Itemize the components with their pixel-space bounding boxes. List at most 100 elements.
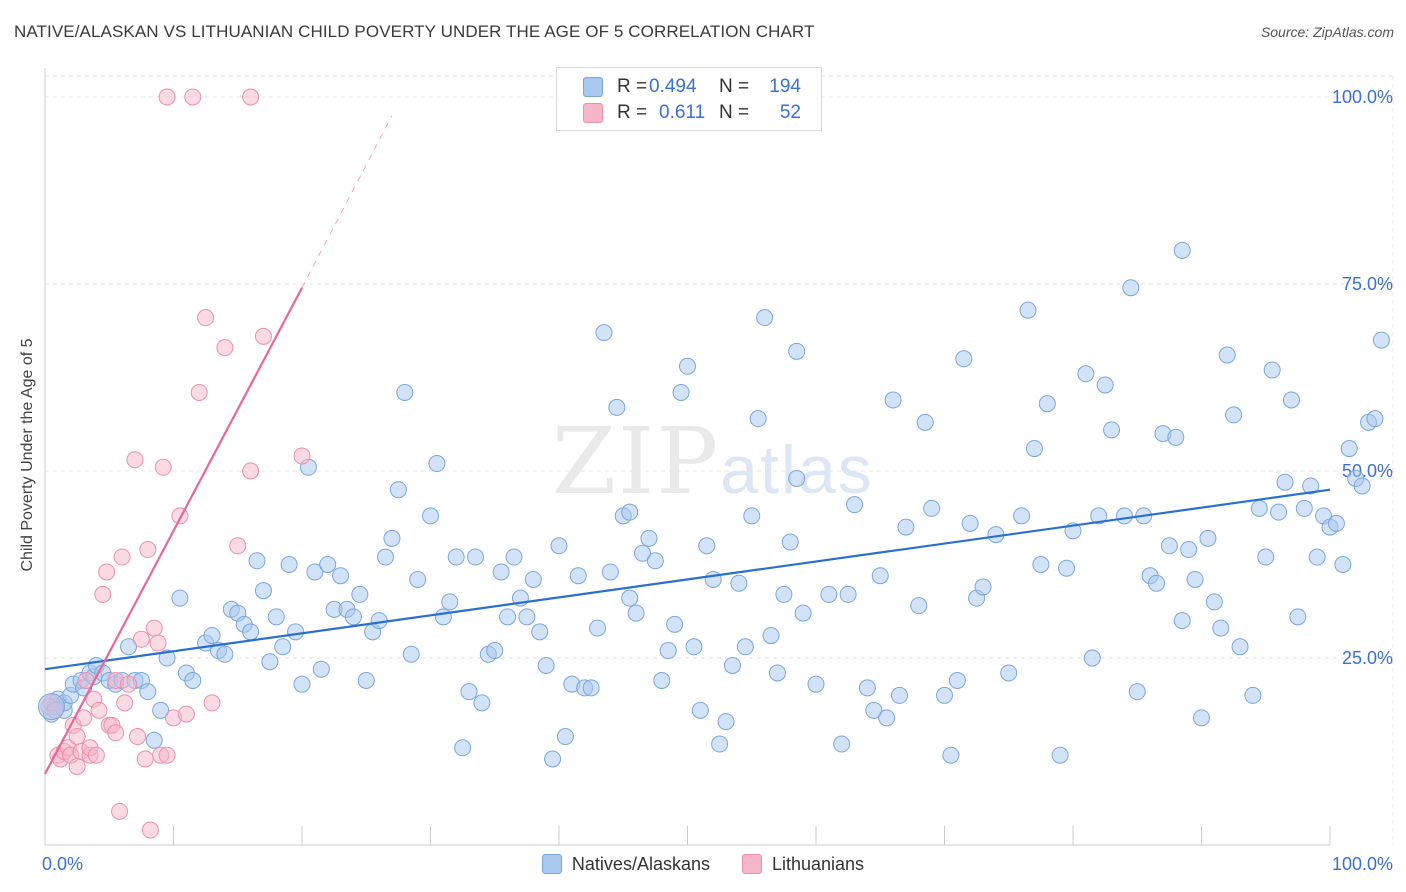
native-point [312, 660, 330, 678]
native-point [402, 645, 420, 663]
native-point [923, 499, 941, 517]
native-point [274, 638, 292, 656]
native-trend-line [44, 488, 1331, 671]
native-cluster-point [37, 693, 65, 721]
lithuanian-point [197, 309, 215, 327]
lithuanian-point [177, 705, 195, 723]
y-tick-label: 25.0% [1342, 648, 1393, 668]
native-point [1077, 365, 1095, 383]
native-point [1225, 406, 1243, 424]
lithuanian-point [136, 750, 154, 768]
native-point [120, 638, 138, 656]
native-point [711, 735, 729, 753]
native-point [357, 671, 375, 689]
n-label: N = [719, 102, 750, 123]
native-point [833, 735, 851, 753]
native-point [145, 731, 163, 749]
native-point [1193, 709, 1210, 727]
lithuanian-point [154, 458, 172, 476]
native-point [428, 455, 446, 473]
lithuanian-point [129, 728, 147, 746]
native-point [942, 746, 960, 764]
native-point [409, 570, 427, 588]
native-point [216, 645, 234, 663]
native-point [248, 552, 266, 570]
native-point [871, 567, 889, 585]
lithuanian-point [68, 757, 86, 775]
native-point [621, 503, 639, 521]
native-point [184, 671, 202, 689]
native-point [1058, 559, 1076, 577]
stats-row-lithuanians: R = 0.611 N = 52 [583, 102, 801, 124]
legend-item-natives[interactable]: Natives/Alaskans [541, 854, 710, 875]
native-point [691, 701, 709, 719]
native-point [1025, 440, 1043, 458]
native-point [768, 664, 786, 682]
lithuanian-point [107, 724, 125, 742]
lithuanian-point [132, 630, 150, 648]
native-point [370, 612, 388, 630]
native-point [666, 615, 684, 633]
lithuanian-point [149, 634, 167, 652]
lithuanian-point [190, 383, 208, 401]
lithuanian-point [126, 451, 144, 469]
y-tick-label: 100.0% [1332, 87, 1393, 107]
lithuanian-point [145, 619, 163, 637]
native-point [1038, 395, 1056, 413]
native-point [1295, 499, 1313, 517]
native-point [389, 481, 407, 499]
legend-label-lithuanians: Lithuanians [771, 853, 865, 874]
native-point [884, 391, 902, 409]
native-point [1160, 537, 1178, 555]
r-label: R = [617, 76, 648, 97]
native-point [794, 604, 812, 622]
native-point [762, 627, 780, 645]
native-point [891, 686, 909, 704]
watermark-zip: ZIP [552, 408, 721, 515]
lithuanian-point [87, 746, 105, 764]
r-label: R = [617, 102, 648, 123]
native-point [531, 623, 549, 641]
native-point [544, 750, 562, 768]
legend-item-lithuanians[interactable]: Lithuanians [741, 853, 865, 875]
lithuanian-point [158, 746, 176, 764]
watermark-atlas: atlas [720, 432, 874, 508]
x-tick-label: 0.0% [42, 854, 83, 874]
lithuanian-point [203, 694, 221, 712]
native-point [1218, 346, 1236, 364]
native-point [756, 309, 774, 327]
native-point [730, 574, 748, 592]
native-point [1186, 570, 1204, 588]
native-point [1051, 746, 1069, 764]
native-point [679, 357, 696, 375]
lithuanian-point [293, 447, 311, 465]
native-point [1096, 376, 1114, 394]
native-point [1372, 331, 1390, 349]
native-point [1263, 361, 1281, 379]
native-point [1231, 638, 1249, 656]
native-point [518, 608, 536, 626]
native-point [422, 507, 439, 525]
y-tick-label: 75.0% [1342, 274, 1393, 294]
native-point [608, 398, 626, 416]
native-point [627, 604, 645, 622]
native-point [1340, 440, 1358, 458]
native-point [807, 675, 825, 693]
native-point [736, 638, 754, 656]
chart-title: NATIVE/ALASKAN VS LITHUANIAN CHILD POVER… [14, 22, 815, 41]
native-point [499, 608, 517, 626]
lithuanian-point [216, 339, 234, 357]
n-value: 52 [779, 102, 801, 123]
native-point [621, 589, 639, 607]
lithuanian-point [94, 585, 112, 603]
lithuanian-point [242, 462, 260, 480]
native-point [582, 679, 600, 697]
native-point [1327, 514, 1345, 532]
native-point [1334, 556, 1352, 573]
native-point [306, 563, 324, 581]
native-point [820, 585, 838, 603]
native-point [781, 533, 799, 551]
native-point [1128, 683, 1146, 701]
native-point [865, 701, 883, 719]
native-point [267, 608, 285, 626]
